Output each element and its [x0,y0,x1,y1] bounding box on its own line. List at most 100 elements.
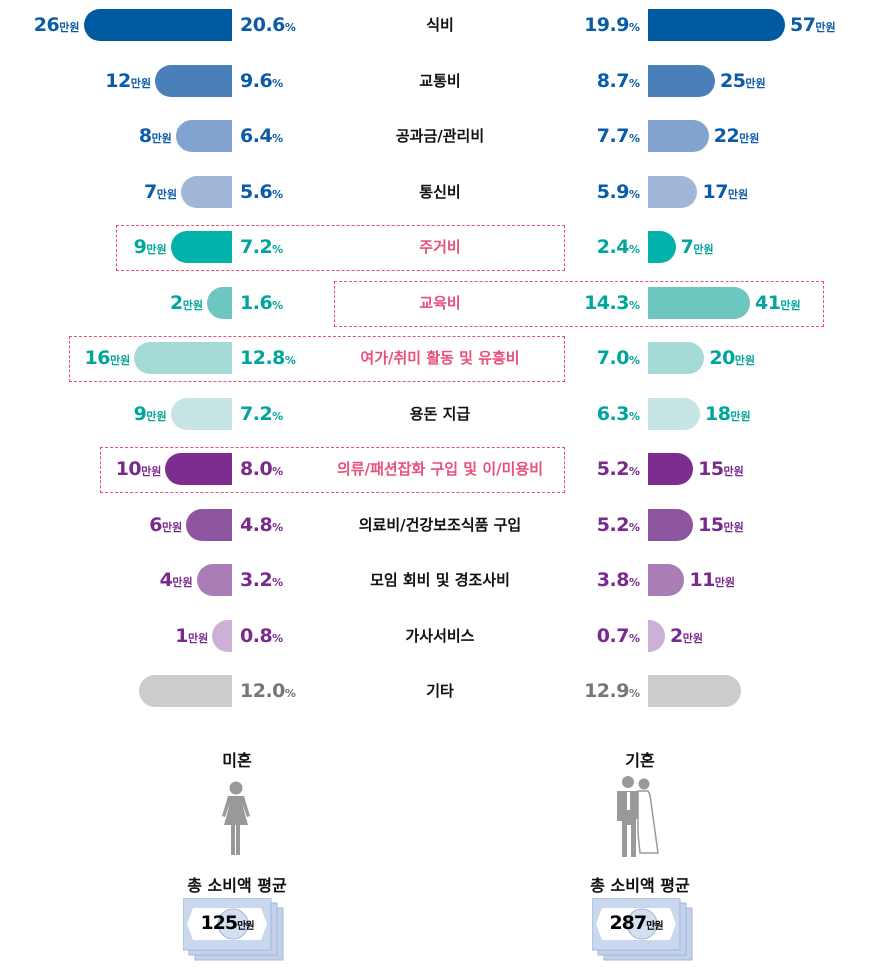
amount-married: 25만원 [719,69,766,92]
bar-married [648,397,700,430]
category-label: 용돈 지급 [409,404,471,423]
woman-icon [222,781,250,855]
bar-married [648,675,742,707]
percent-single: 1.6% [240,291,284,314]
bar-single [139,675,232,707]
group-title-single: 미혼 [222,751,252,770]
highlight-box [334,280,824,327]
amount-married: 2만원 [669,624,703,647]
amount-married: 20만원 [709,347,756,369]
amount-single: 7만원 [144,180,177,203]
bar-single [165,453,232,485]
amount-single: 8만원 [138,125,172,147]
total-value-single: 125 [200,912,238,934]
category-label: 교통비 [419,71,461,90]
percent-single: 5.6% [240,180,284,203]
highlight-box [100,447,565,493]
bar-single [170,397,232,430]
category-label: 의류/패션잡화 구입 및 이/미용비 [336,460,544,478]
bar-married [648,231,676,263]
percent-married: 0.7% [596,624,640,647]
bar-married [648,9,785,41]
bar-married [648,564,685,596]
percent-single: 20.6% [240,14,296,36]
category-label: 교육비 [419,293,461,312]
category-label: 통신비 [419,182,461,201]
percent-single: 7.2% [240,402,284,425]
bar-married [648,120,709,152]
percent-married: 8.7% [596,69,640,92]
bar-single [170,231,232,263]
category-label: 식비 [426,16,454,34]
bar-single [196,564,232,596]
bar-married [648,619,665,652]
amount-single: 16만원 [84,347,131,369]
group-title-married: 기혼 [625,751,655,770]
percent-single: 6.4% [240,125,284,147]
percent-single: 8.0% [240,458,284,480]
percent-married: 12.9% [584,680,640,702]
bar-married [648,64,715,97]
total-label-single: 총 소비액 평균 [187,876,287,895]
bar-single [212,619,232,652]
amount-married: 17만원 [702,180,749,203]
amount-married: 7만원 [680,236,714,258]
percent-married: 14.3% [584,291,640,314]
bar-single [186,508,232,541]
percent-married: 19.9% [584,14,640,36]
percent-married: 5.9% [596,180,640,203]
total-value-married: 287 [609,912,647,934]
amount-single: 26만원 [33,14,80,36]
amount-single: 2만원 [170,291,203,314]
amount-married: 11만원 [689,569,736,591]
amount-single: 12만원 [105,69,151,92]
amount-married: 18만원 [704,402,751,425]
bar-single [83,9,232,41]
bar-married [648,508,694,541]
bar-single [155,64,232,97]
percent-single: 12.0% [240,680,296,702]
amount-married: 15만원 [698,513,744,536]
percent-married: 5.2% [596,458,640,480]
highlight-box [69,336,565,382]
category-label: 공과금/관리비 [395,127,485,145]
amount-married: 41만원 [754,291,801,314]
bar-single [181,175,232,208]
percent-married: 5.2% [596,513,640,536]
category-label: 의료비/건강보조식품 구입 [358,515,522,534]
amount-single: 10만원 [115,458,162,480]
category-label: 모임 회비 및 경조사비 [370,571,510,589]
amount-single: 9만원 [133,402,167,425]
amount-married: 15만원 [698,458,744,480]
category-label: 가사서비스 [405,626,475,645]
bride-groom-icon [617,776,659,857]
percent-single: 0.8% [240,624,284,647]
bar-married [648,175,698,208]
total-label-married: 총 소비액 평균 [590,876,690,895]
percent-single: 12.8% [240,347,296,369]
percent-single: 4.8% [240,513,284,536]
bar-married [648,453,694,485]
amount-single: 9만원 [133,236,167,258]
amount-married: 22만원 [713,125,760,147]
percent-married: 6.3% [596,402,640,425]
amount-single: 4만원 [159,569,193,591]
percent-married: 7.7% [596,125,640,147]
amount-married: 57만원 [789,14,836,36]
money-icon: 125만원 [183,898,287,961]
amount-single: 6만원 [149,513,183,536]
money-icon: 287만원 [592,898,696,961]
bar-single [207,286,232,319]
percent-married: 3.8% [596,569,640,591]
bar-married [648,342,705,374]
percent-married: 7.0% [596,347,640,369]
bar-married [648,286,750,319]
category-label: 주거비 [419,238,461,256]
category-label: 여가/취미 활동 및 유흥비 [360,349,520,367]
percent-single: 7.2% [240,236,284,258]
percent-married: 2.4% [596,236,640,258]
bar-single [134,342,232,374]
category-label: 기타 [426,682,454,700]
bar-single [175,120,232,152]
highlight-box [116,225,565,271]
